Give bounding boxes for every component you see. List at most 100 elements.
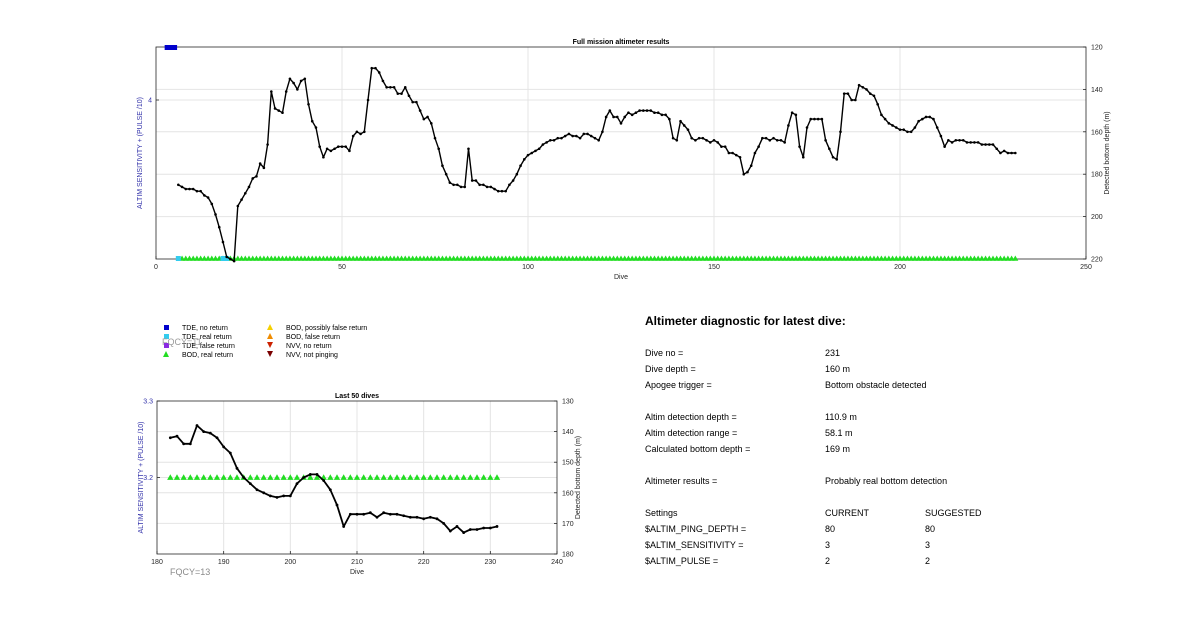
depth-data-point (909, 130, 913, 134)
diagnostic-row: Altimeter results = Probably real bottom … (645, 476, 1165, 488)
y-right-axis-label: Detected bottom depth (m) (1104, 111, 1111, 194)
depth-data-point (753, 151, 757, 155)
depth-data-point (284, 90, 288, 93)
diagnostic-label: Altim detection depth = (645, 412, 737, 422)
diagnostic-row: Dive depth = 160 m (645, 364, 1165, 376)
y-left-axis-label: ALTIM SENSITIVITY + (PULSE /10) (138, 422, 145, 534)
depth-data-point (482, 526, 486, 530)
depth-data-point (403, 85, 407, 89)
bod-real-return-marker (420, 474, 427, 480)
depth-data-point (366, 98, 370, 102)
y-right-tick-label: 220 (1091, 257, 1103, 264)
depth-data-point (924, 115, 928, 119)
bod-real-return-marker (447, 474, 454, 480)
depth-data-point (973, 141, 976, 144)
x-tick-label: 200 (894, 264, 906, 271)
y-right-tick-label: 160 (1091, 129, 1103, 136)
depth-data-point (315, 473, 319, 476)
depth-data-point (653, 111, 656, 115)
diagnostic-row: Dive no = 231 (645, 348, 1165, 360)
depth-data-point (664, 113, 667, 117)
y-right-tick-label: 180 (1091, 172, 1103, 179)
diagnostic-row: $ALTIM_PING_DEPTH = 80 80 (645, 524, 1165, 536)
legend-label: NVV, no return (286, 342, 332, 350)
depth-data-point (489, 185, 493, 189)
tde-no-return-marker (168, 45, 174, 50)
bod-real-return-marker (380, 474, 387, 480)
depth-data-point (375, 515, 379, 519)
bod-real-return-marker (327, 474, 334, 480)
diagnostic-current-value: 80 (825, 524, 836, 534)
depth-data-point (180, 185, 184, 189)
bod-real-return-marker (433, 474, 441, 480)
depth-data-point (801, 155, 805, 159)
fqcy-label: FQCY=13 (170, 567, 211, 577)
depth-data-point (288, 77, 292, 81)
depth-data-point (526, 153, 530, 157)
y-right-axis-label: Detected bottom depth (m) (575, 436, 582, 519)
depth-data-point (950, 141, 954, 144)
depth-data-point (939, 134, 943, 138)
chart-title: Last 50 dives (335, 393, 379, 400)
depth-data-point (322, 155, 325, 159)
depth-data-point (917, 119, 920, 123)
depth-data-point (270, 90, 273, 93)
depth-data-point (392, 85, 396, 89)
depth-data-point (221, 240, 225, 244)
bod-real-return-marker (313, 474, 321, 480)
depth-data-point (634, 111, 638, 115)
y-right-tick-label: 120 (1091, 45, 1103, 52)
depth-data-point (723, 145, 727, 148)
depth-data-point (642, 109, 645, 112)
depth-data-point (705, 138, 708, 142)
tde-no-return-marker (172, 45, 178, 50)
depth-data-point (958, 138, 961, 142)
depth-data-point (727, 151, 731, 155)
depth-series-line (177, 67, 1016, 262)
depth-data-point (615, 115, 619, 119)
depth-data-point (408, 515, 412, 519)
legend-item: NVV, no return (264, 342, 332, 350)
legend-marker-icon (264, 342, 276, 350)
depth-data-point (418, 109, 422, 112)
y-right-tick-label: 140 (562, 429, 574, 436)
depth-data-point (468, 528, 472, 531)
legend-label: TDE, false return (182, 342, 235, 350)
depth-data-point (649, 109, 653, 112)
depth-data-point (597, 138, 600, 142)
depth-data-point (522, 158, 526, 161)
depth-data-point (865, 88, 868, 91)
bod-real-return-marker (220, 474, 227, 480)
bod-real-return-marker (167, 474, 174, 480)
diagnostic-current-value: 110.9 m (825, 412, 857, 422)
depth-data-point (943, 145, 946, 148)
depth-data-point (593, 136, 597, 140)
bod-real-return-marker (353, 474, 361, 480)
diagnostic-label: Apogee trigger = (645, 380, 712, 390)
legend-marker-icon (160, 351, 172, 359)
depth-data-point (820, 117, 824, 121)
y-right-tick-label: 200 (1091, 214, 1103, 221)
depth-data-point (429, 122, 433, 125)
depth-data-point (694, 138, 697, 142)
legend-item: TDE, real return (160, 333, 232, 341)
depth-data-point (508, 183, 511, 187)
depth-data-point (582, 132, 586, 136)
depth-data-point (388, 512, 392, 516)
depth-data-point (775, 138, 779, 142)
depth-data-point (368, 511, 372, 515)
diagnostic-label: $ALTIM_PING_DEPTH = (645, 524, 747, 534)
diagnostic-label: $ALTIM_SENSITIVITY = (645, 540, 744, 550)
depth-data-point (679, 119, 682, 123)
depth-data-point (195, 424, 199, 427)
depth-data-point (887, 122, 891, 125)
depth-data-point (329, 149, 333, 153)
depth-data-point (303, 77, 307, 81)
legend-marker-icon (264, 333, 276, 341)
depth-data-point (794, 113, 798, 117)
depth-data-point (225, 255, 228, 259)
depth-data-point (355, 130, 359, 134)
x-axis-label: Dive (614, 274, 628, 281)
depth-data-point (552, 138, 556, 142)
depth-data-point (255, 175, 258, 178)
